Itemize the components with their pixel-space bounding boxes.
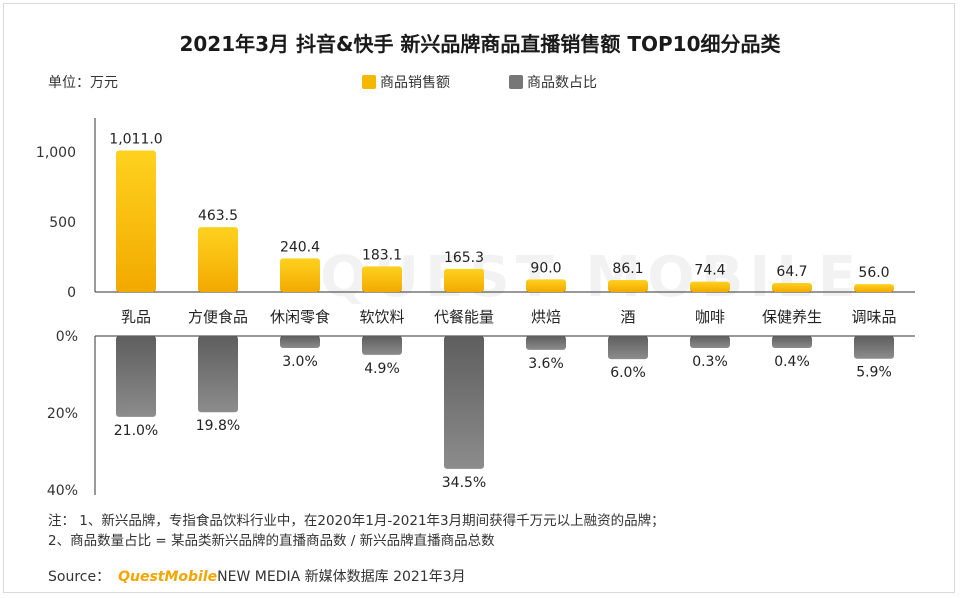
y-tick-label-top-0: 1,000 <box>36 145 76 161</box>
y-tick-label-bottom-2: 40% <box>47 483 78 499</box>
source-line: Source： QuestMobile NEW MEDIA 新媒体数据库 202… <box>48 566 466 586</box>
category-label-7: 咖啡 <box>695 308 725 326</box>
sales-value-label-3: 183.1 <box>362 247 402 263</box>
legend-label-sales: 商品销售额 <box>380 75 450 91</box>
legend-item-sales: 商品销售额 <box>362 72 450 92</box>
notes: 注： 1、新兴品牌，专指食品饮料行业中，在2020年1月-2021年3月期间获得… <box>48 511 665 551</box>
y-tick-label-bottom-1: 20% <box>47 406 78 422</box>
sales-value-label-9: 56.0 <box>858 265 889 281</box>
chart-frame <box>3 3 955 593</box>
share-bar-7 <box>690 336 730 348</box>
share-value-label-1: 19.8% <box>196 418 240 434</box>
legend-item-share: 商品数占比 <box>509 72 597 92</box>
share-value-label-8: 0.4% <box>774 354 810 370</box>
share-bar-9 <box>854 336 894 359</box>
share-value-label-6: 6.0% <box>610 365 646 381</box>
sales-bar-0 <box>116 150 156 292</box>
y-tick-label-bottom-0: 0% <box>56 329 78 345</box>
sales-bar-4 <box>444 268 484 292</box>
share-value-label-4: 34.5% <box>442 475 486 491</box>
share-bar-8 <box>772 336 812 348</box>
sales-value-label-4: 165.3 <box>444 250 484 266</box>
sales-bar-6 <box>608 279 648 292</box>
unit-label: 单位：万元 <box>48 75 118 91</box>
share-bar-3 <box>362 336 402 355</box>
sales-bar-7 <box>690 281 730 292</box>
sales-value-label-7: 74.4 <box>694 263 725 279</box>
source-prefix: Source： <box>48 569 111 585</box>
sales-value-label-2: 240.4 <box>280 239 320 255</box>
category-label-1: 方便食品 <box>188 308 248 326</box>
sales-bar-2 <box>280 258 320 292</box>
legend-label-share: 商品数占比 <box>527 75 597 91</box>
share-bar-6 <box>608 336 648 360</box>
chart-title: 2021年3月 抖音&快手 新兴品牌商品直播销售额 TOP10细分品类 <box>179 32 781 56</box>
source-suffix: NEW MEDIA 新媒体数据库 2021年3月 <box>217 569 466 585</box>
sales-value-label-8: 64.7 <box>776 264 807 280</box>
sales-bar-9 <box>854 284 894 292</box>
sales-bar-5 <box>526 279 566 292</box>
sales-value-label-0: 1,011.0 <box>109 131 162 147</box>
category-label-5: 烘焙 <box>531 308 561 326</box>
share-value-label-2: 3.0% <box>282 354 318 370</box>
y-tick-label-top-1: 500 <box>49 215 76 231</box>
legend-swatch-sales <box>362 75 376 89</box>
legend-swatch-share <box>509 75 523 89</box>
category-label-6: 酒 <box>620 308 635 326</box>
category-label-8: 保健养生 <box>762 308 822 326</box>
share-value-label-9: 5.9% <box>856 365 892 381</box>
share-bar-4 <box>444 336 484 469</box>
category-label-9: 调味品 <box>851 308 896 326</box>
share-value-label-3: 4.9% <box>364 361 400 377</box>
note-1: 注： 1、新兴品牌，专指食品饮料行业中，在2020年1月-2021年3月期间获得… <box>48 513 665 529</box>
watermark: QUEST MOBILE <box>320 245 863 310</box>
sales-value-label-5: 90.0 <box>530 260 561 276</box>
source-brand: QuestMobile <box>118 569 218 585</box>
share-value-label-7: 0.3% <box>692 354 728 370</box>
share-value-label-0: 21.0% <box>114 423 158 439</box>
y-tick-label-top-2: 0 <box>67 285 76 301</box>
category-label-0: 乳品 <box>121 308 151 326</box>
sales-bar-1 <box>198 227 238 292</box>
share-bar-2 <box>280 336 320 348</box>
sales-bar-8 <box>772 282 812 292</box>
share-bar-1 <box>198 336 238 413</box>
sales-value-label-1: 463.5 <box>198 208 238 224</box>
category-label-4: 代餐能量 <box>434 308 494 326</box>
sales-value-label-6: 86.1 <box>612 261 643 277</box>
note-2: 2、商品数量占比 = 某品类新兴品牌的直播商品数 / 新兴品牌直播商品总数 <box>48 533 495 549</box>
category-label-3: 软饮料 <box>359 308 404 326</box>
share-value-label-5: 3.6% <box>528 356 564 372</box>
category-label-2: 休闲零食 <box>270 308 330 326</box>
sales-bar-3 <box>362 266 402 292</box>
share-bar-5 <box>526 336 566 350</box>
share-bar-0 <box>116 336 156 417</box>
